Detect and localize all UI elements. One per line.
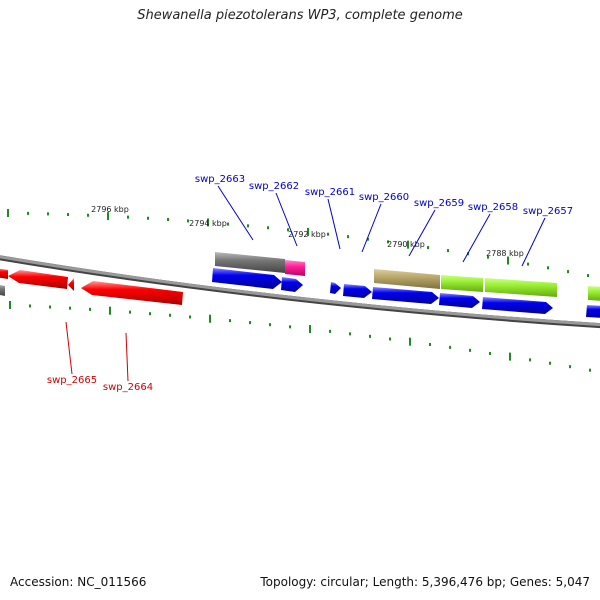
gene-labels: swp_2663 swp_2662 swp_2661 swp_2660 swp_… bbox=[47, 174, 573, 393]
gene-feature[interactable] bbox=[482, 297, 553, 314]
accession-text: Accession: NC_011566 bbox=[10, 575, 147, 589]
gene-feature[interactable] bbox=[281, 277, 303, 292]
gene-leader-line bbox=[217, 185, 254, 241]
gene-leader-line bbox=[327, 198, 341, 250]
gene-feature[interactable] bbox=[0, 284, 5, 296]
genome-backbone bbox=[0, 255, 600, 327]
upper-ticks bbox=[7, 209, 589, 278]
gene-feature[interactable] bbox=[0, 268, 8, 279]
gene-feature[interactable] bbox=[485, 278, 557, 297]
gene-label[interactable]: swp_2657 bbox=[523, 206, 573, 217]
gene-leader-line bbox=[521, 217, 546, 267]
tick-label: 2796 kbp bbox=[91, 205, 129, 214]
gene-label[interactable]: swp_2662 bbox=[249, 181, 299, 192]
gene-feature[interactable] bbox=[215, 252, 285, 273]
gene-feature[interactable] bbox=[68, 278, 74, 291]
gene-feature[interactable] bbox=[81, 281, 183, 305]
outer-features bbox=[215, 252, 600, 301]
tick-label: 2790 kbp bbox=[387, 240, 425, 249]
gene-leader-line bbox=[408, 209, 436, 257]
gene-label[interactable]: swp_2658 bbox=[468, 202, 518, 213]
gene-label[interactable]: swp_2660 bbox=[359, 192, 409, 203]
tick-label: 2792 kbp bbox=[288, 230, 326, 239]
page-title: Shewanella piezotolerans WP3, complete g… bbox=[137, 8, 463, 23]
gene-leader-line bbox=[361, 203, 382, 253]
gene-feature[interactable] bbox=[212, 268, 282, 289]
gene-leader-line bbox=[462, 213, 491, 263]
lower-ticks bbox=[9, 301, 591, 372]
gene-leader-line bbox=[65, 321, 73, 375]
gene-label[interactable]: swp_2665 bbox=[47, 375, 97, 386]
gene-feature[interactable] bbox=[588, 286, 600, 301]
reverse-strand-features bbox=[0, 268, 183, 305]
gene-feature[interactable] bbox=[441, 275, 483, 292]
tick-label: 2788 kbp bbox=[486, 249, 524, 258]
gene-feature[interactable] bbox=[374, 269, 440, 289]
gene-feature[interactable] bbox=[8, 270, 68, 289]
gene-feature[interactable] bbox=[285, 260, 305, 276]
tick-labels: 2796 kbp 2794 kbp 2792 kbp 2790 kbp 2788… bbox=[91, 205, 524, 258]
forward-strand-features bbox=[212, 268, 600, 318]
gene-feature[interactable] bbox=[439, 293, 480, 308]
gene-label[interactable]: swp_2664 bbox=[103, 382, 153, 393]
gene-feature[interactable] bbox=[330, 282, 341, 294]
gene-feature[interactable] bbox=[372, 287, 439, 304]
gene-label[interactable]: swp_2659 bbox=[414, 198, 464, 209]
gene-feature[interactable] bbox=[343, 284, 372, 298]
tick-label: 2794 kbp bbox=[189, 219, 227, 228]
gene-leader-line bbox=[125, 332, 129, 382]
gene-leader-line bbox=[275, 192, 298, 247]
gene-label[interactable]: swp_2663 bbox=[195, 174, 245, 185]
genome-summary-text: Topology: circular; Length: 5,396,476 bp… bbox=[260, 575, 590, 589]
gene-feature[interactable] bbox=[586, 305, 600, 318]
gene-label[interactable]: swp_2661 bbox=[305, 187, 355, 198]
